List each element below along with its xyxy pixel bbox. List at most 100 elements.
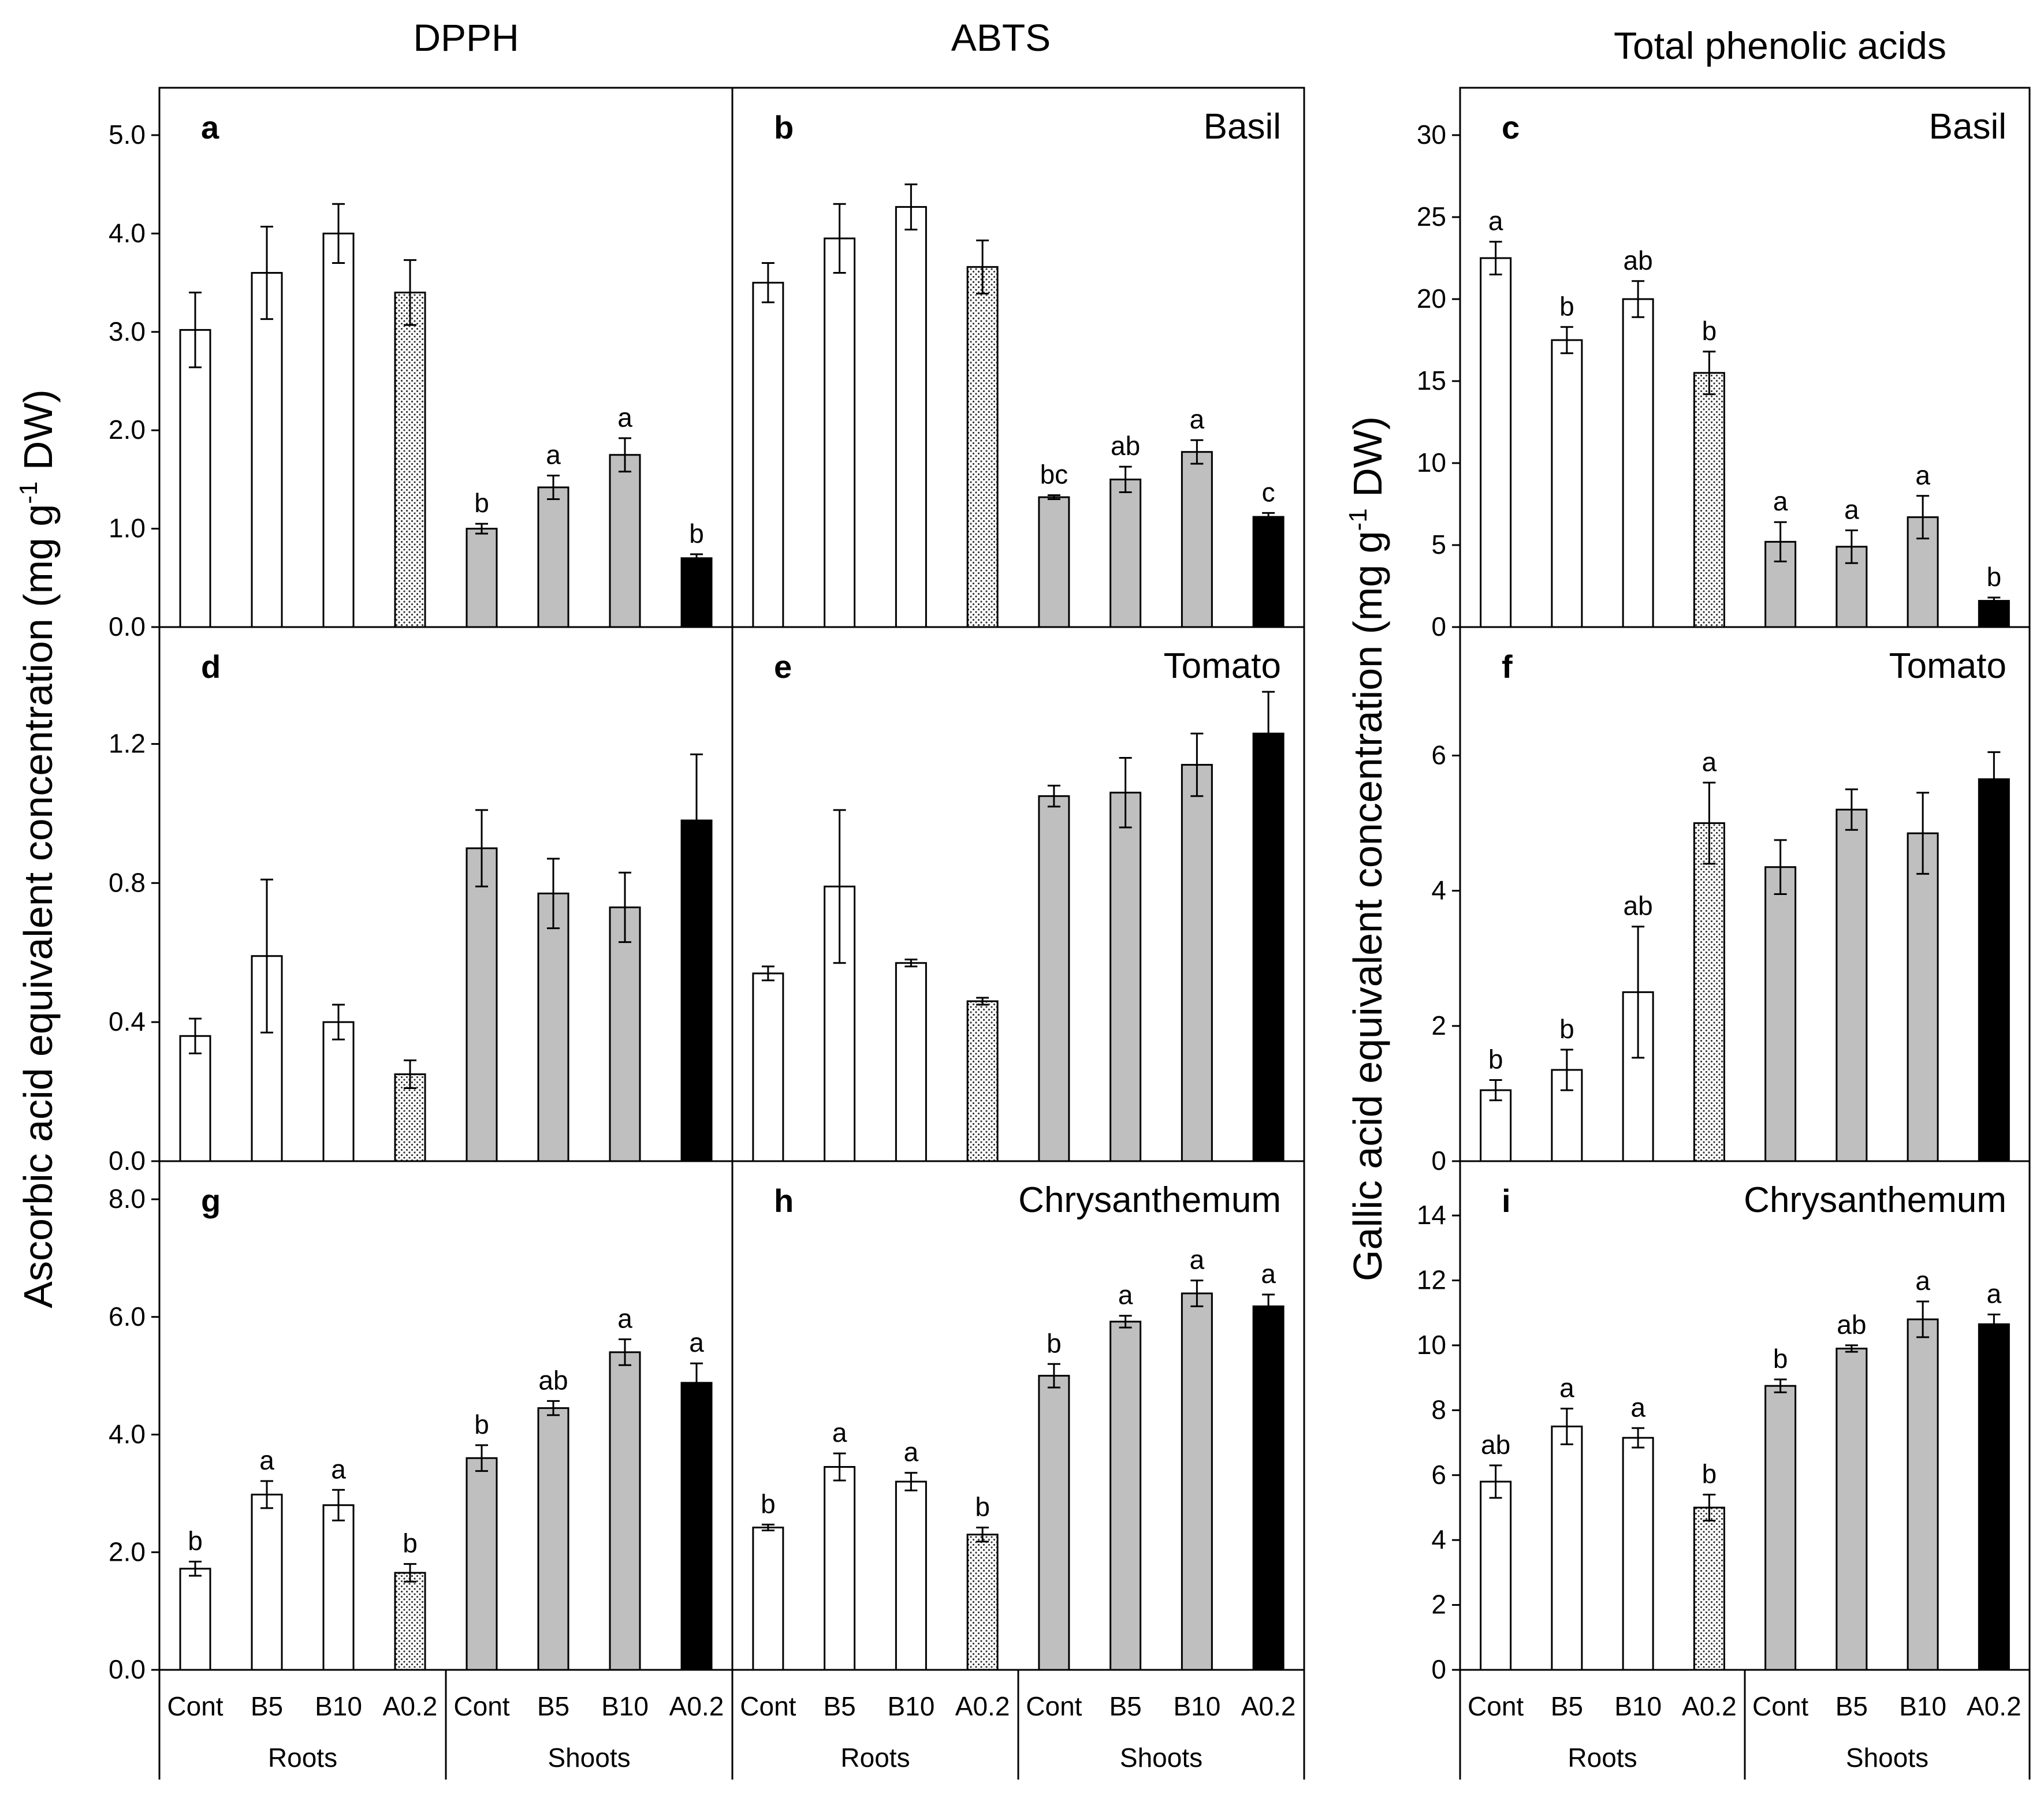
panel-d-errorbar-3	[404, 1059, 416, 1090]
panel-g-errorbar-6	[619, 1338, 631, 1366]
panel-f-ytick-label-3: 6	[1431, 740, 1446, 770]
panel-i-errorbar-0	[1489, 1464, 1502, 1499]
panel-e-bar-5	[1110, 792, 1142, 1162]
panel-e-errorbar-2	[904, 958, 918, 968]
panel-e-bar-0	[752, 972, 784, 1162]
panel-c-errorbar-6	[1916, 495, 1930, 540]
x-axis-category-2-7: A0.2	[1967, 1691, 2021, 1721]
panel-b-errorbar-6	[1190, 439, 1204, 465]
panel-d-bar-6	[609, 906, 641, 1162]
panel-g-bar-6	[609, 1351, 641, 1671]
panel-f-errorbar-5	[1845, 788, 1858, 831]
x-axis-category-2-6: B10	[1899, 1691, 1946, 1721]
x-axis-group-label-1-0: Roots	[840, 1743, 910, 1773]
panel-e-errorbar-0	[761, 965, 775, 982]
panel-g-bar-1	[251, 1493, 283, 1671]
x-axis-category-2-0: Cont	[1468, 1691, 1524, 1721]
panel-c-bar-0	[1480, 257, 1512, 628]
panel-a-bar-6	[609, 454, 641, 628]
panel-i-bar-6	[1907, 1318, 1939, 1671]
panel-b-letter-4: bc	[1040, 460, 1068, 490]
panel-h-errorbar-1	[833, 1452, 846, 1482]
panel-g-label: g	[201, 1183, 221, 1219]
panel-g-frame	[158, 1160, 734, 1671]
panel-i-bar-7	[1978, 1323, 2010, 1671]
panel-i-bar-2	[1622, 1437, 1654, 1671]
panel-c-letter-2: ab	[1624, 245, 1653, 275]
panel-f-letter-2: ab	[1624, 891, 1653, 921]
panel-i-errorbar-6	[1916, 1300, 1930, 1338]
panel-a-ytick-label-3: 3.0	[109, 316, 146, 346]
panel-i-letter-4: b	[1773, 1344, 1788, 1374]
panel-a-bar-4	[466, 528, 498, 628]
panel-h-bar-0	[752, 1526, 784, 1671]
panel-a: a 0.0 1.0 2.0 3.0 4.0 5.0 b a a b	[109, 87, 734, 641]
panel-a-errorbar-4	[475, 523, 488, 535]
panel-c-errorbar-1	[1560, 326, 1573, 355]
x-axis-category-0-2: B10	[315, 1691, 362, 1721]
panel-g-ytick-label-0: 0.0	[109, 1654, 146, 1684]
panel-g-letter-6: a	[617, 1303, 632, 1333]
panel-a-bar-3	[394, 292, 426, 628]
left-y-axis-label-pre: Ascorbic acid equivalent concentration (…	[16, 504, 61, 1308]
panel-h-bar-7	[1252, 1305, 1285, 1671]
panel-e-bar-4	[1038, 795, 1070, 1162]
panel-b-letter-7: c	[1262, 477, 1275, 507]
panel-b-bar-0	[752, 282, 784, 628]
panel-a-ytick-label-4: 4.0	[109, 218, 146, 248]
panel-i-ytick-label-3: 6	[1431, 1460, 1446, 1490]
panel-a-bar-5	[537, 486, 569, 628]
panel-i-ytick-label-4: 8	[1431, 1394, 1446, 1424]
panel-g-bar-3	[394, 1572, 426, 1671]
panel-d-frame	[158, 626, 734, 1162]
x-axis-group-label-2-0: Roots	[1568, 1743, 1637, 1773]
panel-b-errorbar-7	[1262, 512, 1275, 522]
panel-h-bar-4	[1038, 1375, 1070, 1671]
panel-a-errorbar-2	[332, 203, 345, 264]
panel-d-bar-4	[466, 847, 498, 1162]
panel-b-letter-5: ab	[1111, 431, 1140, 461]
panel-h-letter-0: b	[761, 1489, 776, 1519]
panel-h-label: h	[774, 1183, 794, 1219]
panel-c-letter-4: a	[1773, 486, 1788, 516]
panel-a-ytick-label-5: 5.0	[109, 120, 146, 150]
panel-i-ytick-label-5: 10	[1417, 1330, 1446, 1360]
panel-f-ytick-label-2: 4	[1431, 875, 1446, 905]
panel-c-ytick-label-2: 10	[1417, 447, 1446, 478]
x-axis-category-1-6: B10	[1173, 1691, 1220, 1721]
panel-b-bar-5	[1110, 478, 1142, 628]
panel-h-errorbar-6	[1190, 1280, 1204, 1307]
panel-f-letter-3: a	[1702, 747, 1717, 777]
x-axis-group-label-2-1: Shoots	[1846, 1743, 1928, 1773]
panel-d-errorbar-4	[475, 809, 488, 887]
panel-b-bar-4	[1038, 496, 1070, 628]
right-y-axis-label-post: DW)	[1345, 416, 1390, 508]
panel-f: f Tomato 0 2 4 6 b b ab a	[1431, 626, 2031, 1176]
right-y-axis-label: Gallic acid equivalent concentration (mg…	[1344, 416, 1390, 1281]
panel-i-errorbar-5	[1845, 1344, 1858, 1353]
panel-a-letter-4: b	[474, 488, 489, 518]
panel-i-bar-0	[1480, 1480, 1512, 1671]
left-y-axis-label-sup: -1	[14, 482, 43, 504]
panel-c-errorbar-7	[1987, 596, 2001, 605]
panel-e-frame	[731, 626, 1305, 1162]
panel-i-letter-0: ab	[1481, 1430, 1510, 1460]
panel-d: d 0.0 0.4 0.8 1.2	[109, 626, 734, 1176]
panel-h-frame	[731, 1160, 1305, 1671]
panel-f-bar-5	[1835, 808, 1868, 1162]
panel-c-bar-7	[1978, 600, 2010, 628]
panel-h-bar-1	[824, 1466, 856, 1671]
panel-i-frame	[1459, 1160, 2031, 1671]
panel-b-errorbar-0	[761, 262, 775, 304]
x-axis-category-0-6: B10	[601, 1691, 649, 1721]
panel-g-ytick-label-1: 2.0	[109, 1536, 146, 1567]
panel-c-letter-5: a	[1844, 494, 1859, 524]
panel-i-bar-3	[1693, 1506, 1725, 1671]
left-y-axis-label: Ascorbic acid equivalent concentration (…	[14, 389, 61, 1308]
column-title-dpph: DPPH	[413, 16, 519, 59]
panel-b-frame	[731, 87, 1305, 628]
panel-g-bar-0	[179, 1568, 211, 1671]
panel-g-bar-5	[537, 1407, 569, 1671]
panel-i-bar-4	[1764, 1385, 1797, 1671]
panel-e-bar-3	[966, 1000, 999, 1162]
